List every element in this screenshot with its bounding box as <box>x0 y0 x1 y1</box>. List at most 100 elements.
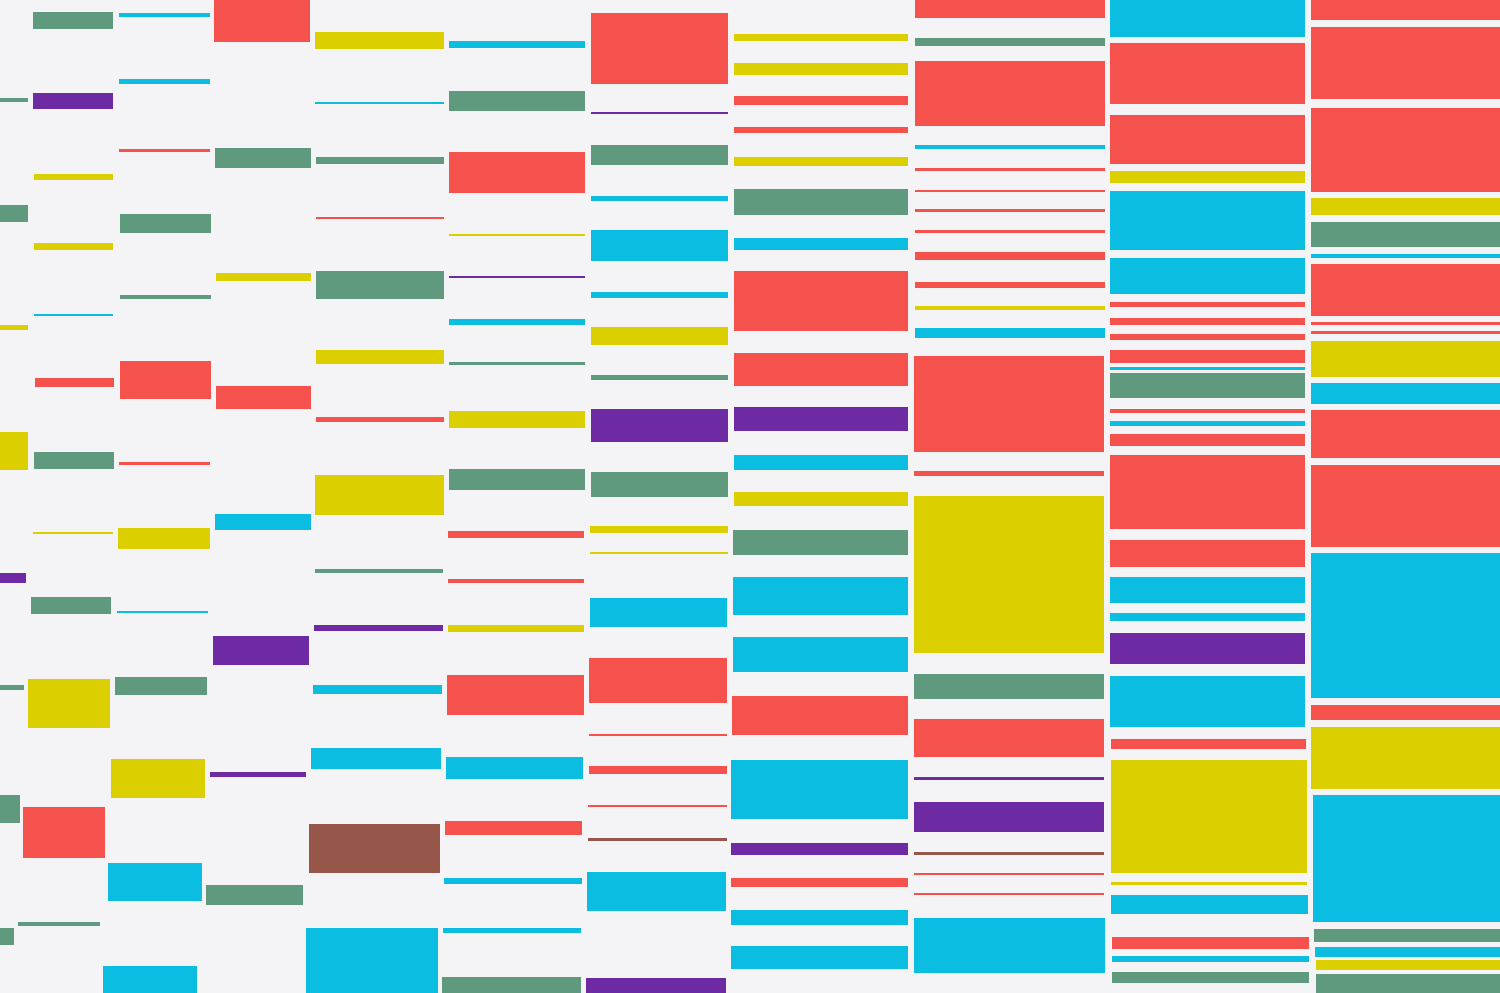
bar <box>444 878 582 884</box>
bar <box>117 611 208 613</box>
bar <box>591 230 728 261</box>
bar <box>23 807 105 858</box>
bar <box>34 452 114 469</box>
bar <box>313 685 442 694</box>
bar <box>316 217 444 219</box>
bar <box>1311 198 1500 215</box>
bar <box>35 378 114 387</box>
bar <box>33 12 113 29</box>
bar <box>591 292 728 298</box>
bar <box>589 734 727 736</box>
bar <box>1110 115 1305 164</box>
bar <box>734 238 908 250</box>
bar <box>215 148 311 168</box>
bar <box>734 353 908 386</box>
bar <box>316 271 444 299</box>
bar <box>120 295 211 299</box>
bar <box>315 475 444 515</box>
bar <box>449 152 585 193</box>
bar <box>591 196 728 201</box>
bar <box>1110 0 1305 37</box>
bar <box>445 821 582 835</box>
bar <box>1311 222 1500 247</box>
bar <box>0 205 28 222</box>
bar <box>316 350 444 364</box>
bar <box>0 432 28 470</box>
bar <box>914 674 1104 699</box>
bar <box>590 598 727 627</box>
bar <box>1110 676 1305 727</box>
bar <box>443 928 581 933</box>
bar <box>915 145 1105 149</box>
bar <box>586 978 726 993</box>
bar <box>915 306 1105 310</box>
bar <box>448 625 584 632</box>
bar <box>1111 882 1307 885</box>
bar <box>120 214 211 233</box>
bar <box>591 145 728 165</box>
bar <box>1110 633 1305 664</box>
bar <box>591 112 728 114</box>
bar <box>914 719 1104 757</box>
bar <box>0 928 14 945</box>
bar <box>34 174 113 180</box>
bar <box>1110 455 1305 529</box>
bar <box>915 168 1105 171</box>
bar <box>915 209 1105 212</box>
bar <box>733 530 908 555</box>
bar <box>119 149 210 152</box>
bar <box>1110 373 1305 398</box>
bar <box>1311 727 1500 789</box>
bar <box>1314 929 1500 942</box>
bar <box>1311 322 1500 325</box>
bar <box>734 34 908 41</box>
bar <box>588 805 727 807</box>
bar <box>315 32 444 49</box>
bar <box>914 356 1104 452</box>
bar <box>1110 577 1305 603</box>
bar <box>591 327 728 345</box>
bar <box>915 230 1105 233</box>
bar <box>734 63 908 75</box>
bar <box>1311 254 1500 258</box>
bar <box>449 234 585 236</box>
bar <box>311 748 441 769</box>
bar <box>734 127 908 133</box>
bar <box>119 13 210 17</box>
bar <box>733 577 908 615</box>
bar <box>588 838 727 841</box>
bar <box>1112 972 1309 983</box>
bar <box>591 13 728 84</box>
bar <box>1111 895 1308 914</box>
bar <box>731 878 908 887</box>
bar <box>0 685 24 690</box>
bar <box>115 677 207 695</box>
bar <box>1110 191 1305 250</box>
bar <box>1311 553 1500 698</box>
bar <box>1315 947 1500 957</box>
bar <box>915 282 1105 288</box>
bar <box>914 873 1104 875</box>
bar <box>914 496 1104 653</box>
bar <box>1311 383 1500 404</box>
bar <box>34 314 113 316</box>
bar <box>589 766 727 774</box>
bar <box>31 597 111 614</box>
bar <box>1110 318 1305 325</box>
bar <box>731 910 908 925</box>
bar <box>731 843 908 855</box>
bar <box>591 409 728 442</box>
bar <box>915 38 1105 46</box>
bar <box>111 759 205 798</box>
bar <box>589 658 727 703</box>
bar <box>1111 760 1307 873</box>
bar <box>103 966 197 993</box>
bar <box>306 928 438 993</box>
bar <box>34 243 113 250</box>
bar <box>734 96 908 105</box>
bar <box>216 386 311 409</box>
bar <box>0 98 28 102</box>
bar <box>120 361 211 399</box>
